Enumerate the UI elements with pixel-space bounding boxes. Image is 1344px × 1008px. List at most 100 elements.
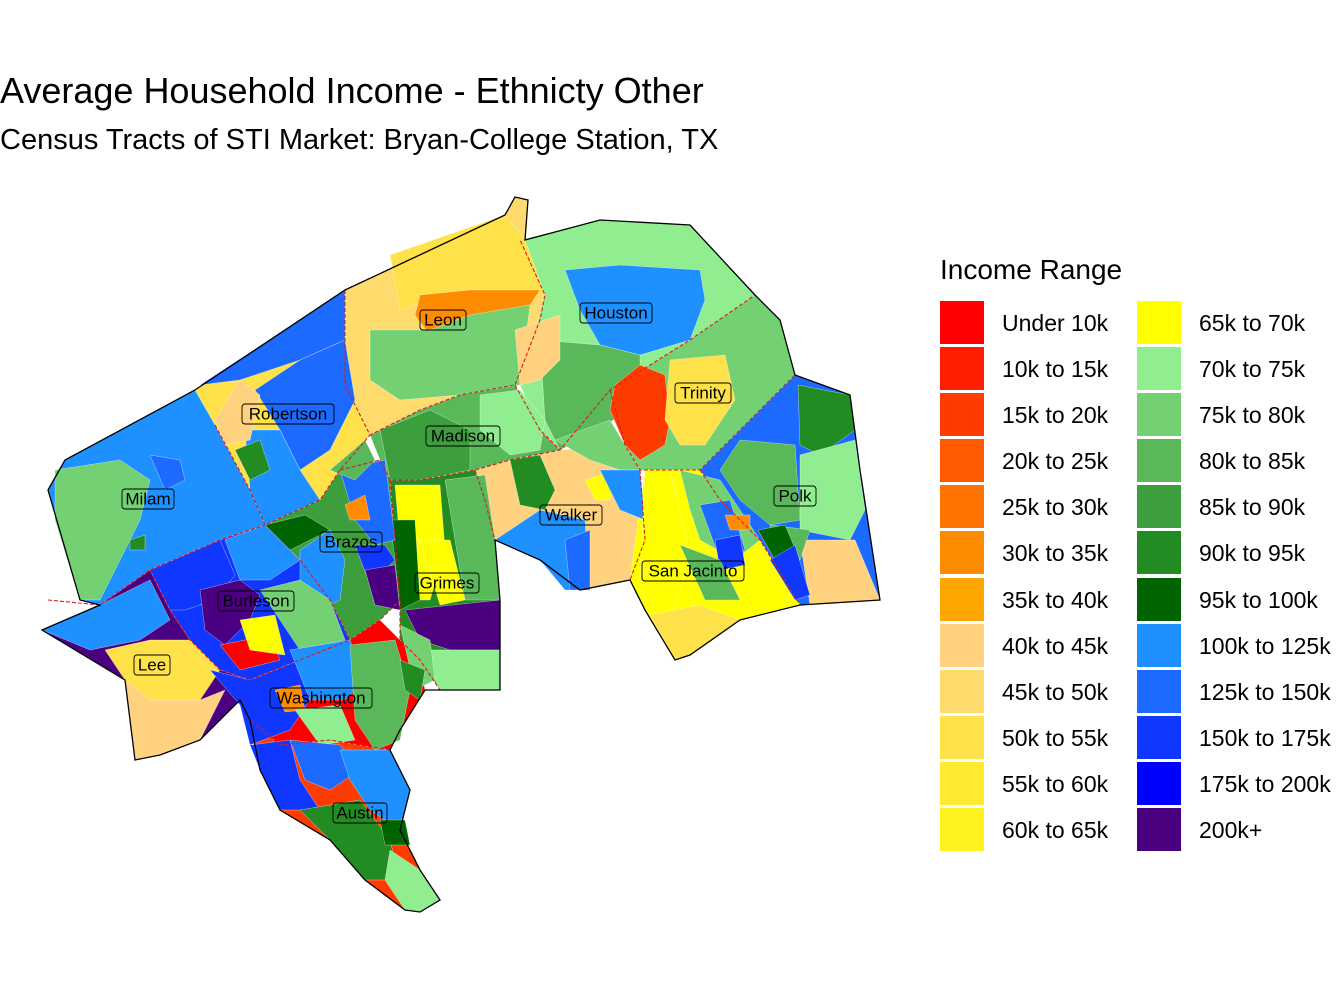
legend-swatch xyxy=(940,347,984,391)
county-label-leon: Leon xyxy=(419,309,467,331)
county-label-brazos: Brazos xyxy=(319,531,383,553)
legend-swatch xyxy=(1137,669,1181,713)
county-label-madison: Madison xyxy=(425,425,501,447)
census-tract[interactable] xyxy=(149,454,186,491)
legend-label: 65k to 70k xyxy=(1199,310,1306,336)
legend-label: 25k to 30k xyxy=(1002,494,1109,521)
legend-swatch xyxy=(940,393,984,437)
svg-text:Leon: Leon xyxy=(424,311,462,330)
census-tract[interactable] xyxy=(259,579,346,651)
legend-label: 35k to 40k xyxy=(1002,586,1109,613)
legend-label: 200k+ xyxy=(1199,817,1263,844)
legend-swatch xyxy=(1137,439,1181,483)
county-labels: Leon Houston Trinity Robertson Madison M… xyxy=(121,302,817,824)
legend-swatch xyxy=(1137,715,1181,759)
county-label-san-jacinto: San Jacinto xyxy=(641,560,745,582)
census-tract[interactable] xyxy=(399,659,426,701)
legend-swatch xyxy=(1137,485,1181,529)
census-tract[interactable] xyxy=(349,639,411,751)
legend-swatch xyxy=(1137,761,1181,805)
legend-title: Income Range xyxy=(940,254,1123,285)
legend-swatch xyxy=(1137,531,1181,575)
svg-text:Washington: Washington xyxy=(276,689,365,708)
census-tract[interactable] xyxy=(294,704,356,746)
county-label-washington: Washington xyxy=(269,687,373,709)
census-tract[interactable] xyxy=(234,439,271,481)
svg-text:San Jacinto: San Jacinto xyxy=(649,562,738,581)
legend-label: 95k to 100k xyxy=(1199,586,1318,613)
legend-swatch xyxy=(940,439,984,483)
census-tract[interactable] xyxy=(479,389,546,456)
legend-swatch xyxy=(1137,301,1181,344)
legend-label: 75k to 80k xyxy=(1199,402,1306,429)
census-tract[interactable] xyxy=(379,819,411,846)
county-label-robertson: Robertson xyxy=(241,403,335,425)
legend-label: 175k to 200k xyxy=(1199,770,1331,797)
legend-swatch xyxy=(940,669,984,713)
county-borders xyxy=(47,239,801,751)
svg-text:Milam: Milam xyxy=(125,490,170,509)
census-tract[interactable] xyxy=(129,534,146,551)
legend-swatch xyxy=(940,623,984,667)
census-tract[interactable] xyxy=(797,384,856,456)
legend-swatch xyxy=(1137,347,1181,391)
svg-text:Robertson: Robertson xyxy=(249,405,327,424)
map-subtitle: Census Tracts of STI Market: Bryan-Colle… xyxy=(0,124,719,156)
county-label-grimes: Grimes xyxy=(414,572,480,594)
census-tract[interactable] xyxy=(419,539,466,606)
market-outline xyxy=(40,196,881,913)
svg-text:Polk: Polk xyxy=(778,487,812,506)
census-tract[interactable] xyxy=(344,494,371,521)
svg-text:Burleson: Burleson xyxy=(222,592,289,611)
census-tract[interactable] xyxy=(214,379,261,446)
legend-label: 150k to 175k xyxy=(1199,724,1331,751)
legend-swatch xyxy=(1137,577,1181,621)
census-tract[interactable] xyxy=(664,354,736,446)
svg-text:Houston: Houston xyxy=(584,304,647,323)
legend-label: 60k to 65k xyxy=(1002,817,1109,844)
census-tract[interactable] xyxy=(564,529,591,591)
svg-text:Austin: Austin xyxy=(336,804,383,823)
legend-label: 55k to 60k xyxy=(1002,770,1109,797)
svg-text:Brazos: Brazos xyxy=(325,533,378,552)
legend-swatch xyxy=(1137,808,1181,852)
county-label-austin: Austin xyxy=(332,802,388,824)
legend-label: 70k to 75k xyxy=(1199,356,1306,383)
choropleth-map: Leon Houston Trinity Robertson Madison M… xyxy=(40,196,881,913)
map-title: Average Household Income - Ethnicty Othe… xyxy=(0,70,704,111)
county-label-houston: Houston xyxy=(579,302,653,324)
census-tract[interactable] xyxy=(509,454,556,511)
census-tract[interactable] xyxy=(239,614,286,656)
legend-swatch xyxy=(1137,393,1181,437)
census-tract[interactable] xyxy=(639,469,691,621)
legend-label: Under 10k xyxy=(1002,310,1109,336)
legend-label: 20k to 25k xyxy=(1002,448,1109,475)
census-tract[interactable] xyxy=(389,519,421,611)
legend-swatch xyxy=(1137,623,1181,667)
legend-label: 50k to 55k xyxy=(1002,724,1109,751)
census-tract[interactable] xyxy=(364,564,401,611)
census-tract[interactable] xyxy=(54,459,151,601)
legend-label: 15k to 20k xyxy=(1002,402,1109,429)
legend-label: 30k to 35k xyxy=(1002,540,1109,567)
legend-swatch xyxy=(940,577,984,621)
census-tract[interactable] xyxy=(679,544,741,601)
legend-label: 85k to 90k xyxy=(1199,494,1306,521)
legend-swatch xyxy=(940,485,984,529)
census-tract[interactable] xyxy=(769,544,811,601)
legend-swatch xyxy=(940,808,984,852)
legend-label: 45k to 50k xyxy=(1002,678,1109,705)
census-tract[interactable] xyxy=(354,544,396,586)
county-label-polk: Polk xyxy=(773,485,817,507)
legend-swatch xyxy=(940,715,984,759)
county-label-lee: Lee xyxy=(133,654,171,676)
legend-label: 90k to 95k xyxy=(1199,540,1306,567)
tract-patches xyxy=(41,214,881,913)
county-label-walker: Walker xyxy=(539,504,603,526)
census-tract[interactable] xyxy=(514,314,561,386)
legend-label: 80k to 85k xyxy=(1199,448,1306,475)
legend-swatch xyxy=(940,531,984,575)
census-tract[interactable] xyxy=(799,439,866,541)
census-tract[interactable] xyxy=(609,364,671,461)
legend-label: 100k to 125k xyxy=(1199,632,1331,659)
